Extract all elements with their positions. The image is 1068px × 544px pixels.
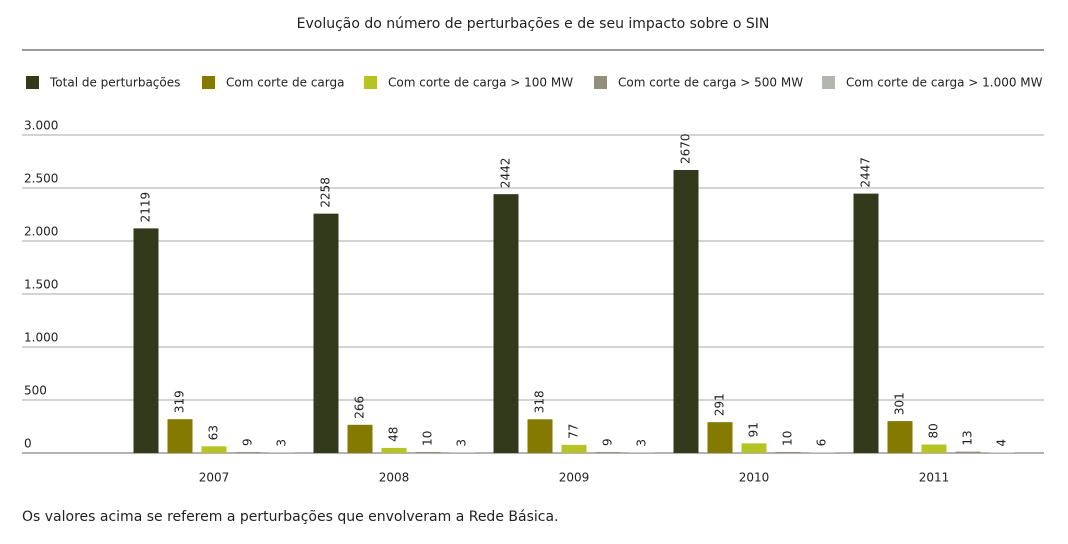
value-label: 2670 [679, 133, 693, 164]
value-label: 2119 [139, 192, 153, 223]
value-label: 319 [173, 390, 187, 413]
bar [235, 452, 261, 453]
value-label: 48 [387, 427, 401, 442]
bar [415, 451, 441, 453]
bar [775, 451, 801, 453]
legend-label: Com corte de carga > 1.000 MW [846, 76, 1043, 90]
x-tick-label: 2009 [559, 471, 590, 485]
bar [595, 452, 621, 453]
bar [673, 169, 699, 454]
x-tick-label: 2007 [199, 471, 230, 485]
value-label: 77 [567, 424, 581, 439]
y-tick-label: 3.000 [24, 119, 58, 133]
value-label: 291 [713, 393, 727, 416]
bar [201, 446, 227, 453]
bar [133, 228, 159, 453]
value-label: 3 [635, 439, 649, 447]
legend-label: Com corte de carga [226, 76, 344, 90]
value-label: 91 [747, 422, 761, 437]
value-label: 6 [815, 439, 829, 447]
value-label: 4 [995, 439, 1009, 447]
value-label: 10 [781, 431, 795, 446]
bar [313, 213, 339, 453]
value-label: 63 [207, 425, 221, 440]
x-tick-label: 2010 [739, 471, 770, 485]
value-label: 318 [533, 390, 547, 413]
bar [493, 194, 519, 453]
chart-note: Os valores acima se referem a perturbaçõ… [22, 509, 558, 525]
value-label: 301 [893, 392, 907, 415]
bar [167, 419, 193, 453]
value-label: 2442 [499, 158, 513, 189]
legend-swatch [364, 76, 377, 89]
y-tick-label: 2.500 [24, 172, 58, 186]
bar [887, 421, 913, 453]
value-label: 9 [601, 438, 615, 446]
value-label: 3 [455, 439, 469, 447]
legend-label: Total de perturbações [49, 76, 180, 90]
legend-swatch [202, 76, 215, 89]
y-tick-label: 2.000 [24, 225, 58, 239]
bar [527, 419, 553, 453]
value-label: 10 [421, 431, 435, 446]
value-label: 2447 [859, 157, 873, 188]
bar [809, 452, 835, 453]
value-label: 9 [241, 438, 255, 446]
bar [347, 424, 373, 453]
bar [741, 443, 767, 453]
bar [921, 444, 947, 453]
value-label: 80 [927, 423, 941, 438]
x-tick-label: 2008 [379, 471, 410, 485]
bar [561, 444, 587, 453]
bar [707, 422, 733, 453]
bar [955, 451, 981, 453]
y-tick-label: 1.500 [24, 278, 58, 292]
chart-title: Evolução do número de perturbações e de … [297, 16, 770, 32]
legend-swatch [594, 76, 607, 89]
value-label: 2258 [319, 177, 333, 208]
value-label: 266 [353, 396, 367, 419]
value-label: 3 [275, 439, 289, 447]
legend-swatch [822, 76, 835, 89]
y-tick-label: 500 [24, 384, 47, 398]
bar [381, 447, 407, 453]
legend-swatch [26, 76, 39, 89]
value-label: 13 [961, 430, 975, 445]
x-tick-label: 2011 [919, 471, 950, 485]
legend-label: Com corte de carga > 100 MW [388, 76, 573, 90]
y-tick-label: 1.000 [24, 331, 58, 345]
y-tick-label: 0 [24, 437, 32, 451]
legend-label: Com corte de carga > 500 MW [618, 76, 803, 90]
bar [853, 193, 879, 454]
